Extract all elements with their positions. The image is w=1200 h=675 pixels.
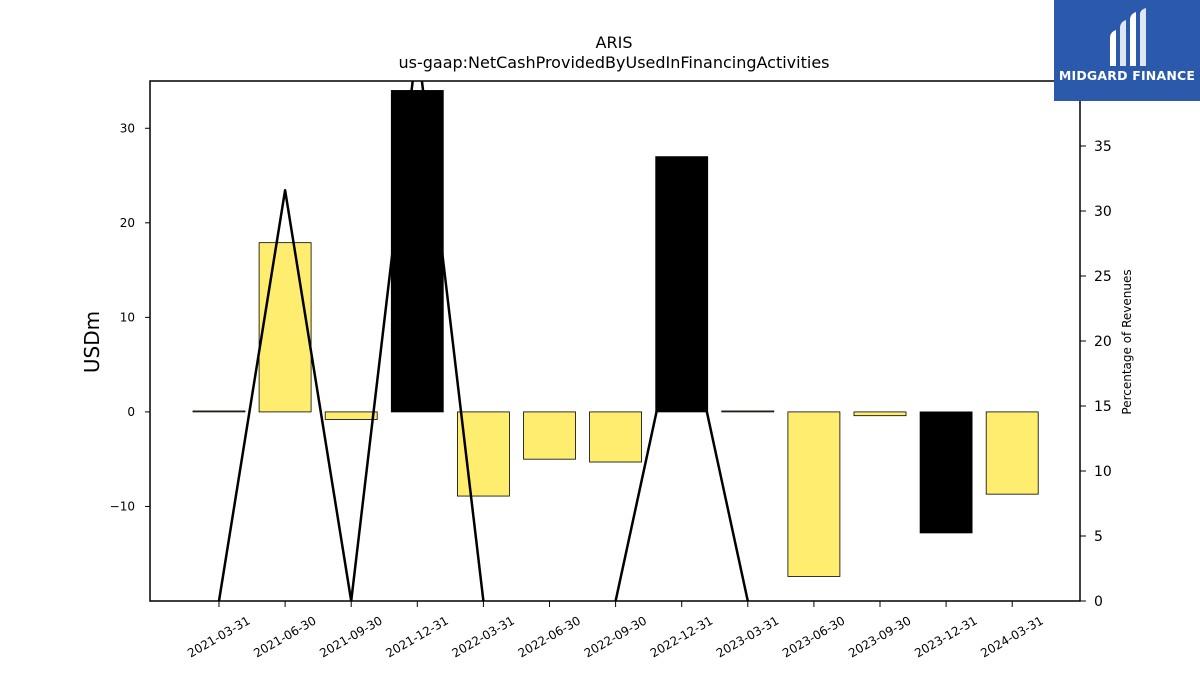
y-right-tick-label: 25 — [1094, 269, 1112, 285]
bar-2021-06-30 — [258, 242, 312, 413]
bar-2021-09-30 — [324, 411, 378, 420]
x-tick-label: 2023-03-31 — [714, 613, 781, 660]
x-tick-label: 2021-06-30 — [251, 613, 318, 660]
x-tick-label: 2021-09-30 — [317, 613, 384, 660]
y-right-tick-label: 0 — [1094, 594, 1103, 610]
x-tick-label: 2022-09-30 — [582, 613, 649, 660]
bar-2023-09-30 — [853, 411, 907, 417]
logo-mark-icon — [1110, 8, 1146, 66]
y-tick-label: −10 — [110, 499, 135, 513]
y-tick-label: 10 — [120, 310, 135, 324]
y-axis-right-label: Percentage of Revenues — [1120, 269, 1134, 414]
y-right-tick-label: 30 — [1094, 204, 1112, 220]
chart-title: ARIS — [596, 33, 633, 52]
x-tick-label: 2022-06-30 — [516, 613, 583, 660]
x-tick-label: 2021-03-31 — [185, 613, 252, 660]
bar-2023-03-31 — [721, 410, 775, 413]
bar-2022-09-30 — [589, 411, 642, 463]
bar-2021-12-31 — [390, 90, 444, 413]
bar-2022-12-31 — [655, 156, 709, 413]
bar-2021-03-31 — [192, 410, 246, 413]
bar-2023-12-31 — [919, 411, 973, 534]
midgard-finance-logo: MIDGARD FINANCE — [1054, 0, 1200, 101]
x-tick-label: 2023-12-31 — [912, 613, 979, 660]
y-axis-label: USDm — [80, 311, 104, 373]
y-right-tick-label: 15 — [1094, 399, 1112, 415]
x-tick-label: 2024-03-31 — [978, 613, 1045, 660]
x-tick-label: 2021-12-31 — [383, 613, 450, 660]
bar-2023-06-30 — [787, 411, 841, 577]
y-tick-label: 0 — [127, 405, 135, 419]
y-right-tick-label: 5 — [1094, 529, 1103, 545]
y-tick-label: 20 — [120, 216, 135, 230]
x-tick-label: 2023-06-30 — [780, 613, 847, 660]
x-tick-label: 2023-09-30 — [846, 613, 913, 660]
bar-2024-03-31 — [985, 411, 1039, 495]
x-axis: 2021-03-312021-06-302021-09-302021-12-31… — [185, 601, 1046, 660]
y-right-tick-label: 35 — [1094, 139, 1112, 155]
y-tick-label: 30 — [120, 121, 135, 135]
percentage-line — [217, 81, 750, 601]
line-layer — [217, 81, 750, 601]
bars-layer — [192, 90, 1039, 577]
logo-text: MIDGARD FINANCE — [1058, 68, 1196, 83]
x-tick-label: 2022-12-31 — [648, 613, 715, 660]
y-axis-right: 0510152025303540 — [1080, 74, 1112, 610]
chart-subtitle: us-gaap:NetCashProvidedByUsedInFinancing… — [398, 53, 829, 72]
bar-2022-06-30 — [523, 411, 576, 460]
x-tick-label: 2022-03-31 — [449, 613, 516, 660]
y-axis-left: −10 0 10 20 30 — [110, 121, 150, 513]
y-right-tick-label: 20 — [1094, 334, 1112, 350]
y-right-tick-label: 10 — [1094, 464, 1112, 480]
